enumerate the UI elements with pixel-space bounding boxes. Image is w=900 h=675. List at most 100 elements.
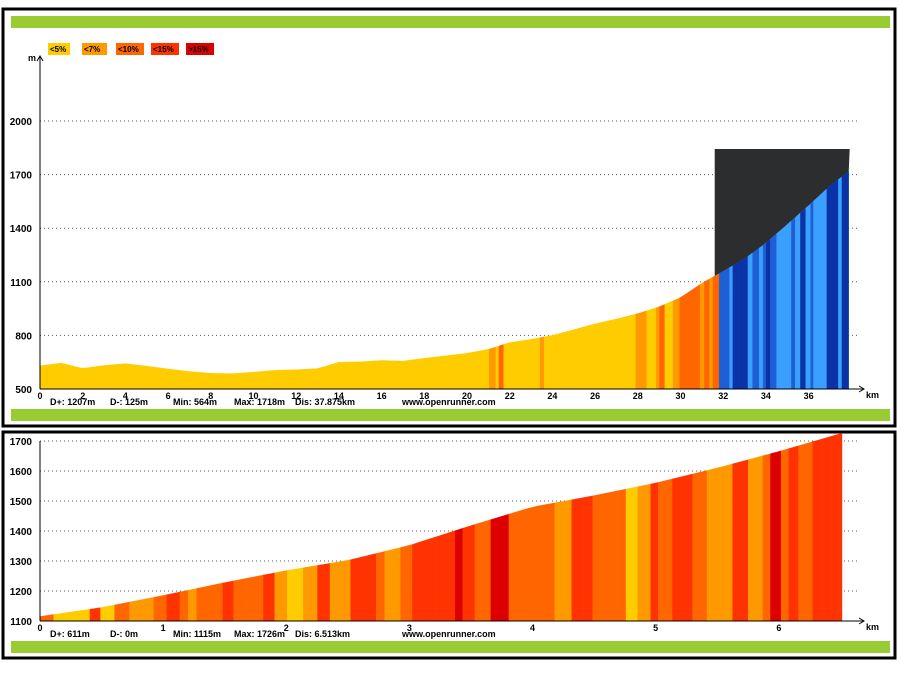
elevation-band [732, 262, 738, 390]
x-tick-label: 24 [547, 391, 557, 401]
legend-swatch [48, 43, 70, 55]
elevation-band [672, 476, 683, 622]
elevation-band [266, 370, 272, 390]
elevation-band [100, 604, 115, 622]
elevation-band [419, 536, 436, 622]
elevation-band [222, 580, 234, 622]
elevation-band [495, 345, 500, 390]
elevation-band [48, 363, 54, 390]
x-tick-label: 5 [653, 623, 658, 633]
elevation-band [682, 473, 693, 622]
elevation-band [391, 360, 396, 390]
elevation-band [450, 354, 456, 390]
elevation-band [125, 363, 132, 390]
x-tick-label: 20 [462, 391, 472, 401]
elevation-band [286, 369, 290, 390]
elevation-band [752, 247, 760, 390]
legend-label: >15% [188, 45, 209, 54]
elevation-band [397, 360, 403, 390]
elevation-band [276, 369, 281, 390]
elevation-band [219, 373, 227, 390]
elevation-band [650, 482, 659, 622]
elevation-band [822, 436, 832, 622]
elevation-band [616, 317, 622, 390]
elevation-band [203, 372, 210, 390]
elevation-band [759, 244, 764, 390]
x-tick-label: 1 [161, 623, 166, 633]
grid-lines [40, 440, 860, 592]
elevation-band [748, 455, 764, 622]
x-tick-label: 16 [377, 391, 387, 401]
elevation-band [251, 371, 256, 390]
elevation-band [838, 176, 843, 390]
elevation-band [455, 527, 463, 622]
elevation-band [263, 572, 275, 622]
elevation-band [141, 365, 146, 390]
elevation-band [353, 361, 359, 390]
elevation-band [571, 497, 584, 622]
elevation-band [812, 438, 824, 622]
stat-dminus: D-: 125m [110, 397, 148, 407]
elevation-band [178, 370, 186, 390]
legend-label: <10% [118, 45, 139, 54]
elevation-band [805, 203, 811, 390]
x-tick-label: 3 [407, 623, 412, 633]
elevation-band [625, 486, 638, 622]
elevation-band [75, 608, 91, 622]
elevation-band [762, 242, 767, 390]
elevation-band [729, 265, 734, 390]
elevation-band [274, 570, 288, 622]
elevation-band [606, 490, 618, 622]
elevation-band [606, 320, 611, 390]
elevation-band [706, 466, 724, 622]
elevation-band [89, 607, 101, 622]
elevation-band [642, 310, 647, 390]
elevation-band [610, 318, 617, 390]
elevation-band [712, 273, 720, 390]
elevation-band [732, 459, 749, 622]
elevation-band [718, 270, 725, 390]
elevation-band [415, 358, 422, 390]
green-header-bar [11, 16, 890, 28]
elevation-band [709, 276, 714, 390]
elevation-band [155, 367, 163, 390]
elevation-band [529, 338, 533, 390]
elevation-band [322, 365, 329, 390]
elevation-band [514, 340, 519, 390]
stat-dplus: D+: 611m [50, 629, 90, 639]
x-tick-label: 14 [334, 391, 344, 401]
elevation-band [646, 308, 654, 390]
elevation-band [498, 344, 504, 390]
elevation-band [199, 372, 204, 390]
x-unit-label: km [866, 622, 879, 632]
elevation-band [566, 330, 571, 390]
elevation-band [637, 483, 651, 622]
elevation-band [308, 368, 312, 390]
gradient-legend: <5% <7% <10% <15% >15% [48, 43, 214, 55]
elevation-band [120, 363, 126, 390]
elevation-band [172, 369, 179, 390]
overview-elevation-panel: <5% <7% <10% <15% >15% 500800110014001700200… [1, 7, 897, 428]
elevation-band [602, 320, 608, 390]
elevation-band [289, 369, 296, 390]
elevation-band [52, 363, 57, 390]
elevation-band [70, 365, 77, 390]
elevation-band [444, 354, 451, 390]
elevation-band [331, 363, 336, 390]
elevation-band [549, 334, 557, 390]
elevation-band [165, 368, 171, 390]
y-tick-label: 1100 [10, 617, 32, 628]
legend-label: <7% [84, 45, 100, 54]
elevation-band [693, 284, 701, 390]
elevation-band [338, 559, 351, 622]
elevation-band [407, 359, 413, 390]
elevation-band [508, 508, 527, 622]
elevation-band [213, 373, 221, 390]
x-tick-label: 12 [291, 391, 301, 401]
elevation-band [747, 252, 753, 390]
elevation-band [537, 502, 555, 622]
y-tick-label: 1400 [10, 527, 33, 538]
elevation-band [635, 311, 643, 390]
y-tick-label: 1300 [10, 557, 33, 568]
elevation-band [791, 216, 796, 390]
